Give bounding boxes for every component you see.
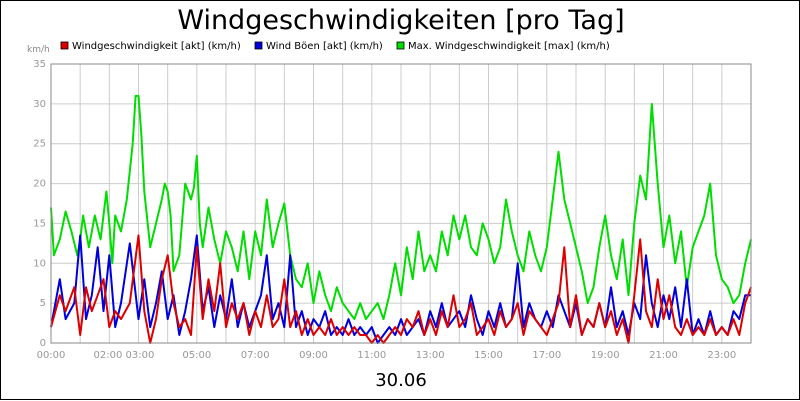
series-layer — [50, 94, 752, 344]
y-tick-label: 0 — [40, 338, 46, 349]
x-tick-label: 11:00 — [357, 350, 386, 361]
x-tick-label: 00:00 — [37, 350, 66, 361]
y-tick-label: 5 — [40, 298, 46, 309]
legend-label: Windgeschwindigkeit [akt] (km/h) — [72, 41, 241, 52]
legend: Windgeschwindigkeit [akt] (km/h) Wind Böe… — [60, 41, 610, 52]
legend-item-1: Wind Böen [akt] (km/h) — [254, 41, 383, 52]
chart-title: Windgeschwindigkeiten [pro Tag] — [177, 5, 624, 36]
x-tick-label: 23:00 — [707, 350, 736, 361]
y-tick-label: 25 — [33, 139, 46, 150]
x-tick-label: 21:00 — [649, 350, 678, 361]
x-tick-label: 09:00 — [299, 350, 328, 361]
series-line-0 — [50, 234, 752, 344]
x-tick-label: 19:00 — [591, 350, 620, 361]
x-tick-label: 07:00 — [241, 350, 270, 361]
x-tick-label: 15:00 — [474, 350, 503, 361]
y-axis: 0 5 10 15 20 25 30 35 — [33, 59, 46, 349]
x-tick-label: 02:00 03:00 — [94, 350, 155, 361]
legend-item-0: Windgeschwindigkeit [akt] (km/h) — [60, 41, 241, 52]
legend-swatch — [254, 41, 263, 50]
y-tick-label: 10 — [33, 258, 46, 269]
date-label: 30.06 — [375, 370, 427, 391]
y-tick-label: 15 — [33, 218, 46, 229]
legend-swatch — [60, 41, 69, 50]
y-tick-label: 30 — [33, 99, 46, 110]
x-tick-label: 17:00 — [532, 350, 561, 361]
y-tick-label: 20 — [33, 179, 46, 190]
x-tick-label: 13:00 — [416, 350, 445, 361]
y-tick-label: 35 — [33, 59, 46, 70]
y-axis-unit-label: km/h — [27, 45, 50, 55]
x-axis: 00:00 02:00 03:00 05:00 07:00 09:00 11:00 13:0… — [37, 350, 737, 361]
plot-border — [50, 63, 752, 344]
series-line-2 — [50, 94, 752, 321]
legend-label: Wind Böen [akt] (km/h) — [266, 41, 383, 52]
legend-item-2: Max. Windgeschwindigkeit [max] (km/h) — [396, 41, 610, 52]
x-tick-label: 05:00 — [182, 350, 211, 361]
legend-label: Max. Windgeschwindigkeit [max] (km/h) — [408, 41, 610, 52]
legend-swatch — [396, 41, 405, 50]
